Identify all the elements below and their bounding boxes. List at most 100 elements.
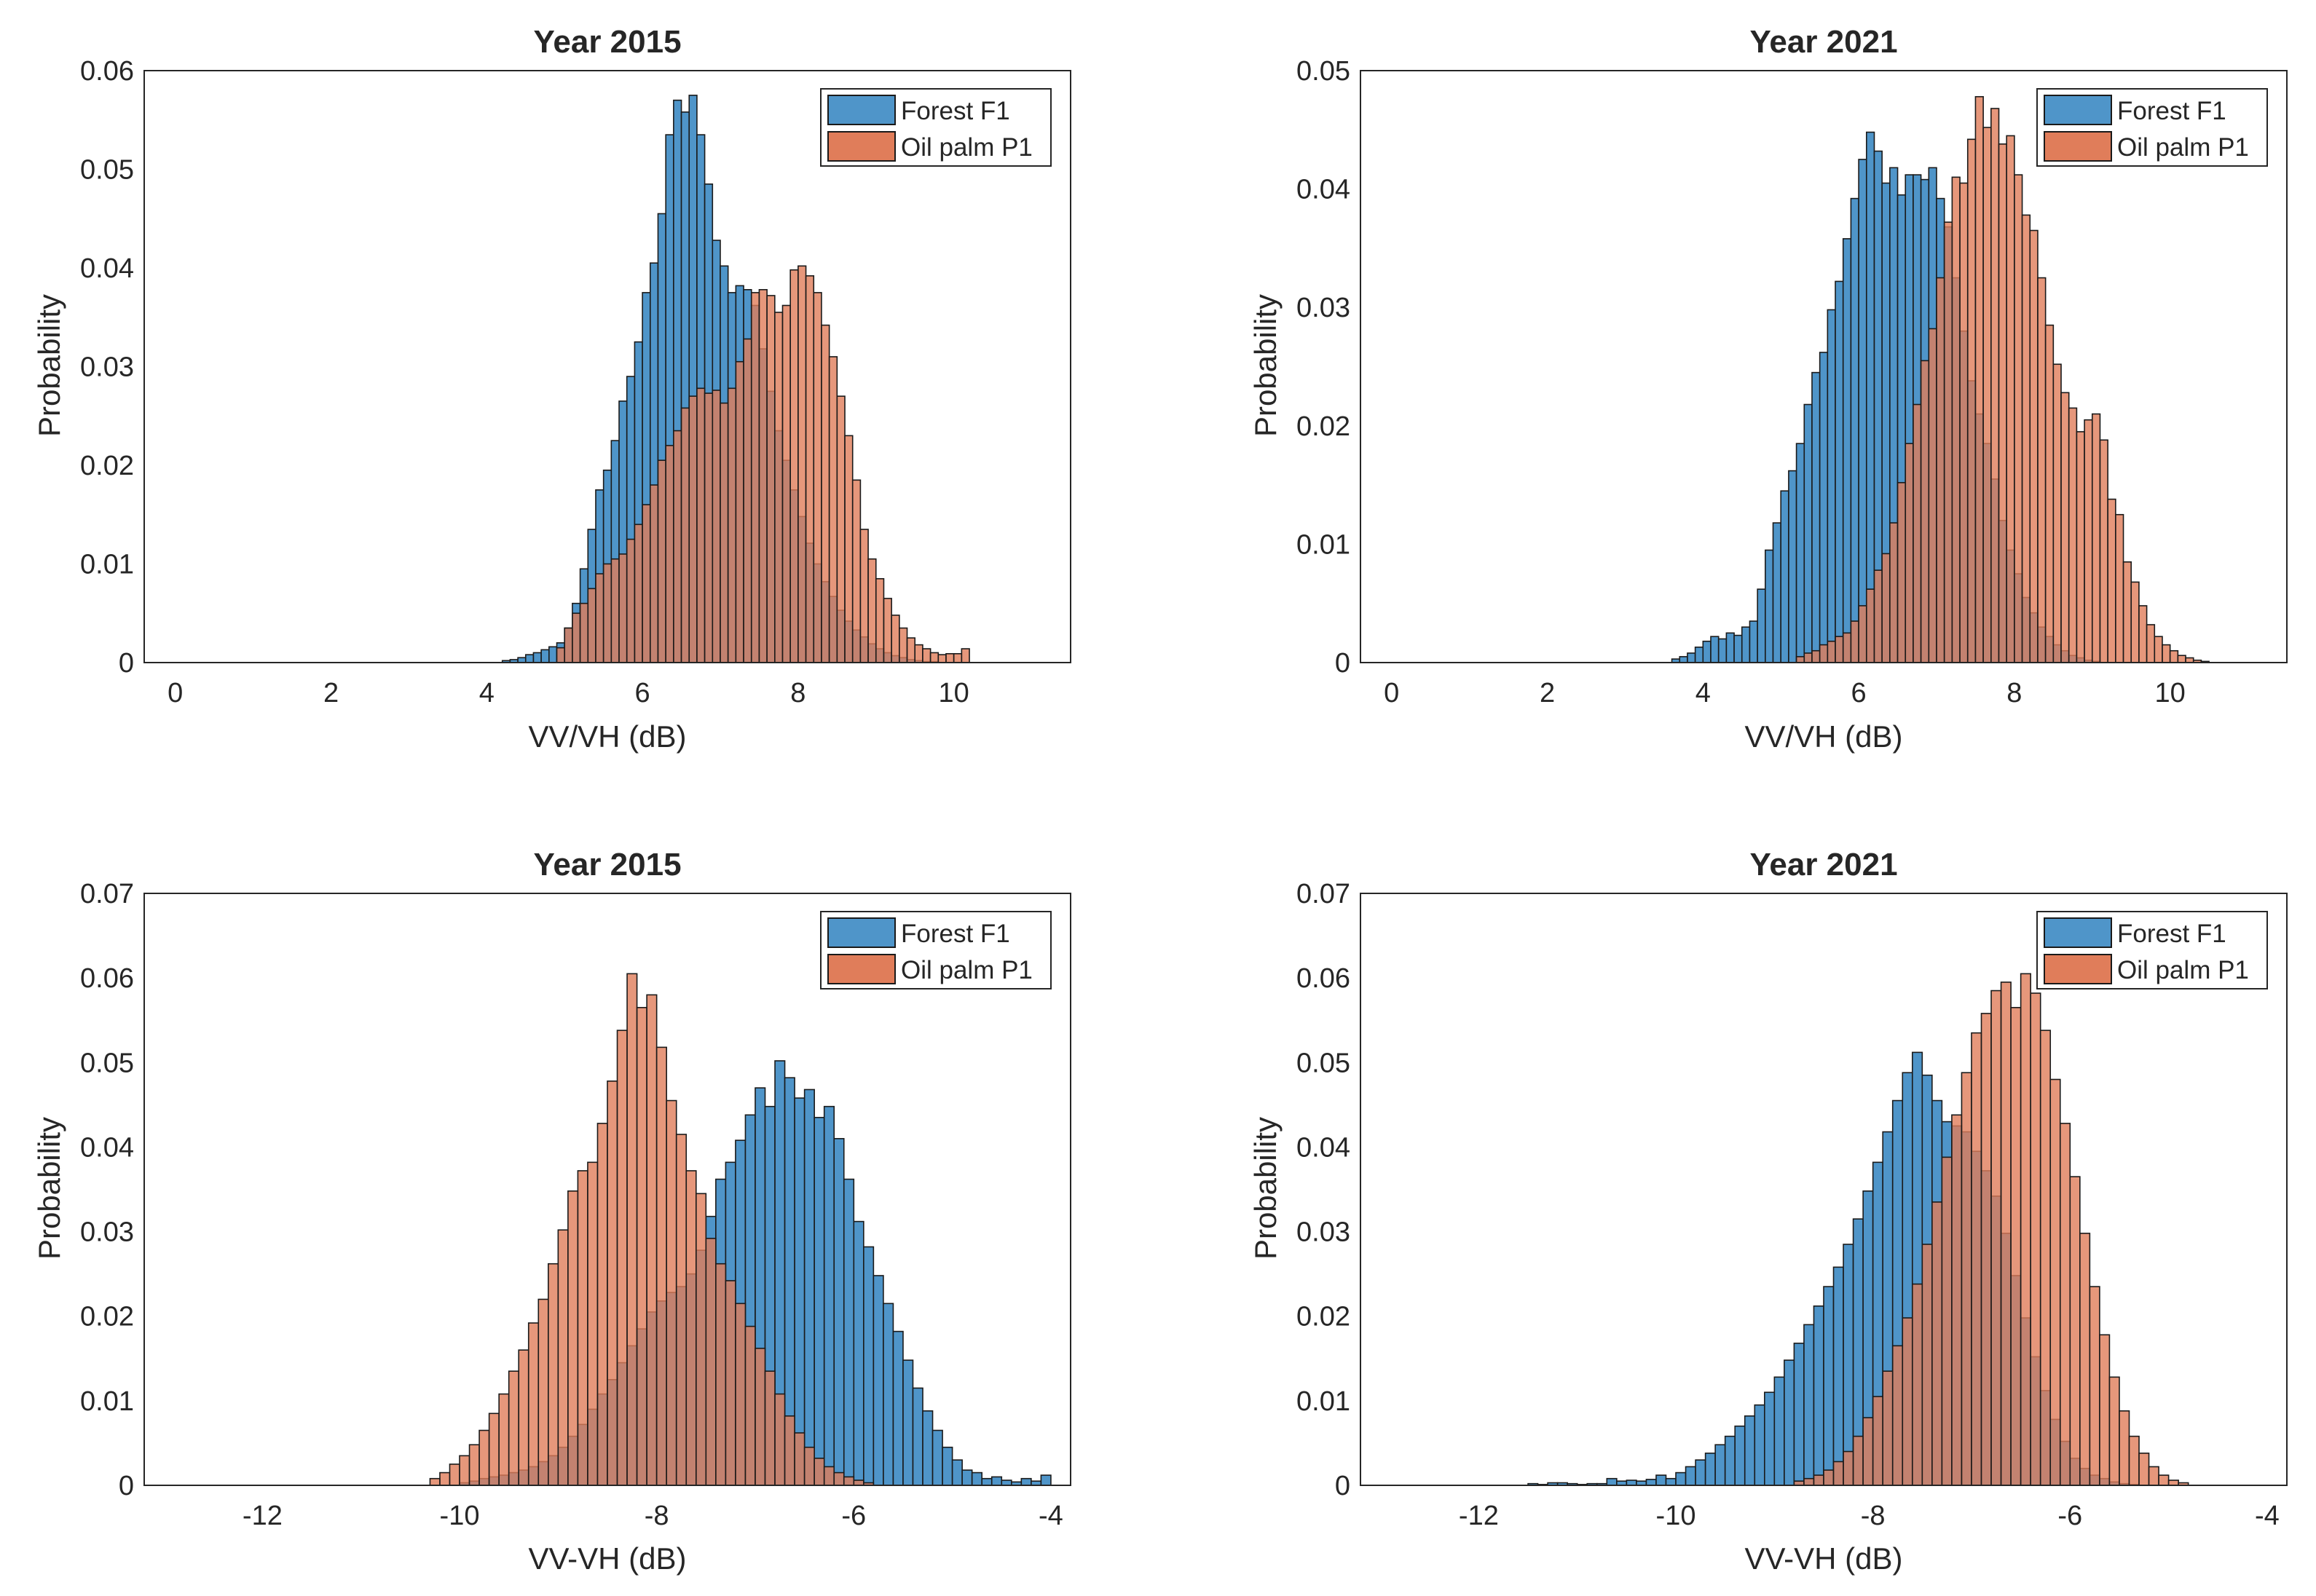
legend-swatch-forest xyxy=(2044,917,2112,948)
bar xyxy=(902,1359,914,1486)
bar xyxy=(2169,649,2179,663)
y-tick-label: 0.03 xyxy=(80,1217,134,1248)
y-tick-label: 0.01 xyxy=(80,1386,134,1417)
bar xyxy=(1734,1425,1746,1486)
bar xyxy=(1835,280,1844,663)
bar xyxy=(2091,413,2101,663)
bar xyxy=(537,1298,549,1486)
bar xyxy=(548,646,558,663)
bar xyxy=(602,563,613,663)
bar xyxy=(1971,1032,1982,1486)
bar xyxy=(429,1477,441,1486)
bar xyxy=(2162,644,2171,663)
bar xyxy=(1966,138,1977,663)
x-axis-label: VV/VH (dB) xyxy=(1744,719,1902,754)
bar xyxy=(1959,182,1969,663)
bar xyxy=(1941,1156,1953,1486)
bar xyxy=(1998,143,2007,663)
bar xyxy=(814,1458,825,1486)
bar xyxy=(1974,95,1984,663)
bar xyxy=(1725,632,1735,663)
bar xyxy=(2076,431,2085,663)
bar xyxy=(1754,1404,1765,1486)
bar xyxy=(843,1178,855,1486)
legend-swatch-oil-palm xyxy=(2044,131,2112,162)
x-tick-label: -4 xyxy=(1039,1501,1063,1531)
bar xyxy=(2138,1453,2150,1486)
bar xyxy=(1020,1477,1032,1486)
bar xyxy=(2119,1410,2130,1486)
bar xyxy=(1685,1466,1696,1486)
x-tick-label: 2 xyxy=(323,678,339,708)
bar xyxy=(875,578,885,663)
bar xyxy=(863,1246,875,1486)
x-tick-label: 8 xyxy=(2006,678,2022,708)
bar xyxy=(814,1116,825,1486)
legend-swatch-forest xyxy=(827,917,896,948)
bar xyxy=(2115,513,2124,663)
bar xyxy=(1813,1305,1824,1486)
bar xyxy=(1850,197,1859,663)
bar xyxy=(1793,1343,1805,1486)
bar xyxy=(459,1455,470,1486)
y-tick-label: 0 xyxy=(1335,1471,1350,1501)
bar xyxy=(2154,636,2163,663)
bar xyxy=(961,648,970,663)
bar xyxy=(789,269,799,663)
chart-vvvh-ratio-2021: Year 2021 VV/VH (dB) Probability 0 2 4 6 8 10… xyxy=(1248,24,2288,754)
y-axis-label: Probability xyxy=(32,1117,66,1260)
bar xyxy=(1961,1072,1972,1486)
bar xyxy=(851,479,862,663)
bar xyxy=(945,652,955,663)
bar xyxy=(2084,419,2093,663)
bar xyxy=(705,1238,717,1486)
bar xyxy=(735,1303,747,1486)
bar xyxy=(2107,498,2116,663)
bar xyxy=(498,1393,510,1486)
bar xyxy=(1694,647,1704,663)
y-tick-label: 0.04 xyxy=(80,1132,134,1163)
bar xyxy=(577,1170,588,1486)
x-tick-label: 10 xyxy=(939,678,969,708)
bar xyxy=(1936,277,1945,663)
bar xyxy=(2030,992,2041,1486)
bar xyxy=(859,529,869,663)
bar xyxy=(2079,1233,2091,1486)
bar xyxy=(2039,1030,2052,1486)
bar xyxy=(646,994,658,1486)
bar xyxy=(616,1030,628,1486)
bar xyxy=(794,1432,806,1486)
bar xyxy=(1943,221,1953,663)
bar xyxy=(931,1429,943,1486)
bar xyxy=(1717,638,1728,663)
bar xyxy=(439,1471,451,1486)
y-axis-label: Probability xyxy=(1248,1117,1283,1260)
bar xyxy=(626,538,636,663)
axes-box xyxy=(1360,70,2288,663)
x-tick-label: -6 xyxy=(841,1501,866,1531)
bar xyxy=(673,430,682,663)
chart-vvvh-ratio-2015: Year 2015 VV/VH (dB) Probability 0 2 4 6 8 10… xyxy=(32,24,1071,754)
bar xyxy=(942,1446,953,1486)
x-tick-label: 10 xyxy=(2155,678,2186,708)
x-tick-label: 6 xyxy=(1851,678,1867,708)
series-oil-palm xyxy=(556,265,970,663)
bar xyxy=(1827,640,1836,663)
y-tick-label: 0.06 xyxy=(80,963,134,994)
bar xyxy=(2146,624,2156,663)
bar xyxy=(1865,588,1875,663)
bar xyxy=(1803,652,1813,663)
bar xyxy=(1832,1461,1844,1486)
legend: Forest F1 Oil palm P1 xyxy=(820,911,1052,989)
bar xyxy=(1819,644,1829,663)
bar xyxy=(1788,470,1797,663)
legend-label-oil-palm: Oil palm P1 xyxy=(2117,133,2249,162)
bar xyxy=(587,1161,599,1486)
x-tick-label: 0 xyxy=(1384,678,1399,708)
bar xyxy=(685,1170,697,1486)
bar xyxy=(1702,640,1712,663)
bar xyxy=(720,402,729,663)
bar xyxy=(821,324,830,663)
bar xyxy=(1803,403,1813,663)
bar xyxy=(2130,581,2140,663)
